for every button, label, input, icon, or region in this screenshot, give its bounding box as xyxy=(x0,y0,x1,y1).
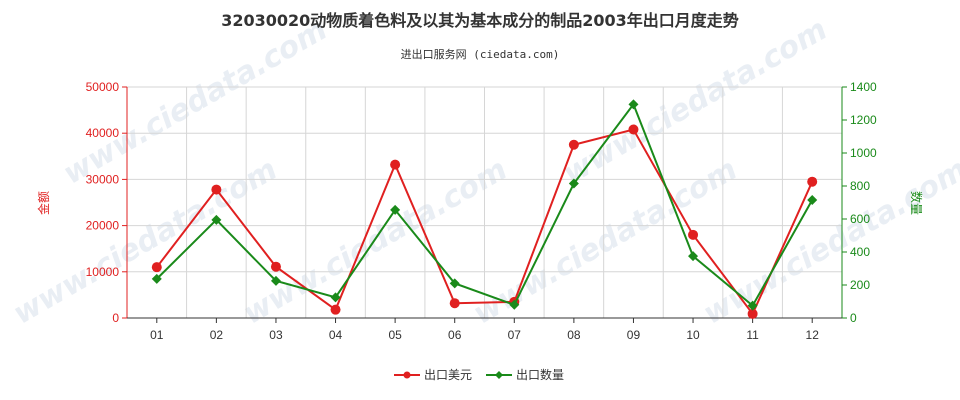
x-tick-label: 06 xyxy=(448,328,462,342)
series-1-point xyxy=(330,304,341,315)
series-2-point xyxy=(688,251,699,262)
x-tick-label: 05 xyxy=(388,328,402,342)
y-right-tick-label: 400 xyxy=(850,245,870,259)
series-1-point xyxy=(449,298,460,309)
series-1-point xyxy=(151,262,162,273)
legend-label: 出口美元 xyxy=(424,368,472,382)
legend-label: 出口数量 xyxy=(516,367,564,382)
series-2-point xyxy=(747,300,758,311)
chart-title: 32030020动物质着色料及以其为基本成分的制品2003年出口月度走势 xyxy=(221,11,739,30)
series-1-point xyxy=(568,139,579,150)
series-line-1 xyxy=(155,128,814,316)
y-left-tick-label: 50000 xyxy=(86,80,120,94)
series-2-point xyxy=(807,195,818,206)
x-tick-label: 01 xyxy=(150,328,164,342)
series-2-point xyxy=(509,299,520,310)
x-tick-label: 12 xyxy=(806,328,820,342)
y-left-tick-label: 40000 xyxy=(86,126,120,140)
series-2-point xyxy=(390,204,401,215)
series-2-point xyxy=(568,178,579,189)
series-1-point xyxy=(270,261,281,272)
y-left-tick-label: 20000 xyxy=(86,219,120,233)
series-2-point xyxy=(330,292,341,303)
y-right-tick-label: 1400 xyxy=(850,80,877,94)
chart-subtitle: 进出口服务网 (ciedata.com) xyxy=(401,47,560,61)
series-1-point xyxy=(807,176,818,187)
y-right-tick-label: 200 xyxy=(850,278,870,292)
y-right-tick-label: 0 xyxy=(850,311,857,325)
series-1-point xyxy=(688,229,699,240)
y-left-tick-label: 30000 xyxy=(86,172,120,186)
x-tick-label: 11 xyxy=(746,328,759,342)
series-2-point xyxy=(211,214,222,225)
y-left-axis-label: 金额 xyxy=(36,191,51,215)
axes: 0 10000 20000 30000 40000 50000 0 200 400 600 800 1… xyxy=(86,80,877,342)
series-1-point xyxy=(628,124,639,135)
legend-swatch-marker xyxy=(495,371,503,379)
series-layer xyxy=(151,99,818,319)
watermark-text: www.ciedata.com xyxy=(57,12,333,192)
series-2-point xyxy=(628,99,639,110)
y-right-tick-label: 1200 xyxy=(850,113,877,127)
x-tick-label: 08 xyxy=(567,328,581,342)
series-1-point xyxy=(747,308,758,319)
y-left-tick-label: 0 xyxy=(112,311,119,325)
series-1-point xyxy=(211,184,222,195)
x-tick-label: 09 xyxy=(627,328,641,342)
y-right-tick-label: 800 xyxy=(850,179,870,193)
y-right-tick-label: 600 xyxy=(850,212,870,226)
x-tick-label: 02 xyxy=(210,328,224,342)
x-tick-label: 07 xyxy=(508,328,522,342)
legend-swatch-marker xyxy=(403,371,411,379)
series-2-point xyxy=(151,273,162,284)
x-tick-label: 03 xyxy=(269,328,283,342)
series-1-point xyxy=(390,159,401,170)
series-line-2 xyxy=(156,102,814,308)
y-right-axis-label: 数量 xyxy=(909,191,924,215)
series-2-point xyxy=(270,275,281,286)
x-tick-label: 10 xyxy=(686,328,700,342)
legend: 出口美元 出口数量 xyxy=(394,367,564,382)
y-right-tick-label: 1000 xyxy=(850,146,877,160)
series-2-point xyxy=(449,278,460,289)
watermark-text: www.ciedata.com xyxy=(557,12,833,192)
x-tick-label: 04 xyxy=(329,328,343,342)
y-left-tick-label: 10000 xyxy=(86,265,120,279)
